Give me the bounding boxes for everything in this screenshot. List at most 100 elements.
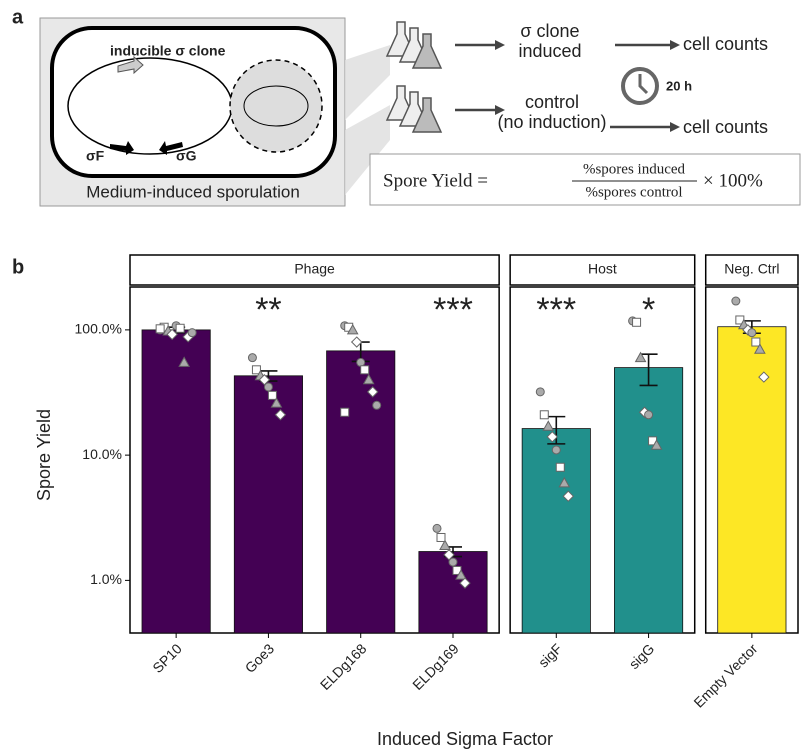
- replicate: [455, 569, 467, 580]
- significance: **: [255, 291, 281, 329]
- replicate: [634, 351, 647, 363]
- replicate: [372, 400, 382, 410]
- replicate: [747, 328, 757, 338]
- replicate: [362, 373, 375, 385]
- replicate: [546, 431, 558, 443]
- replicate: [175, 323, 185, 333]
- forespore-plasmid: [243, 85, 309, 127]
- formula-numerator: %spores induced: [583, 161, 686, 177]
- sigg-label: σG: [176, 148, 197, 164]
- replicate: [439, 539, 451, 550]
- significance: ***: [433, 291, 473, 329]
- strip: [509, 254, 696, 286]
- replicate: [258, 374, 271, 386]
- arrows: [455, 40, 680, 132]
- replicate: [758, 371, 770, 383]
- replicate: [274, 409, 287, 421]
- x-tick-label: SP10: [149, 640, 185, 676]
- bar: [141, 329, 211, 634]
- callout: [345, 105, 390, 195]
- time-label: 20 h: [666, 78, 692, 93]
- replicate: [558, 476, 571, 488]
- x-tick-label: Goe3: [242, 640, 278, 676]
- x-tick-label: sigG: [626, 640, 658, 672]
- strip: [704, 254, 799, 286]
- induced-text: induced: [518, 41, 581, 61]
- box-caption: Medium-induced sporulation: [86, 182, 300, 201]
- replicate: [562, 490, 574, 502]
- replicate: [346, 323, 359, 335]
- clone-label: inducible σ clone: [110, 43, 226, 59]
- replicate: [731, 296, 741, 306]
- replicate: [542, 420, 555, 431]
- counts-text: cell counts: [683, 117, 768, 137]
- clone-arrow: [117, 55, 144, 75]
- strip-label: Neg. Ctrl: [724, 261, 779, 277]
- replicate: [155, 324, 165, 334]
- replicate: [754, 343, 766, 354]
- counts-text: cell counts: [683, 34, 768, 54]
- x-tick-label: ELDg169: [409, 640, 462, 693]
- replicate: [360, 365, 370, 375]
- replicate: [247, 353, 257, 363]
- x-tick-label: ELDg168: [317, 640, 370, 693]
- formula: Spore Yield =: [383, 170, 488, 191]
- formula-box: [369, 153, 801, 206]
- replicate: [351, 336, 363, 348]
- replicate: [367, 386, 379, 398]
- bar: [717, 326, 787, 634]
- flasks-control: [385, 85, 443, 133]
- error-bar: [547, 415, 566, 445]
- bar: [233, 375, 303, 634]
- significance: *: [642, 291, 655, 329]
- error-bar: [639, 353, 658, 387]
- clock: [621, 67, 659, 105]
- clock-hands: [638, 74, 649, 95]
- replicate: [644, 410, 654, 420]
- control-text: control: [525, 92, 579, 112]
- replicate: [751, 337, 761, 347]
- panel-label: a: [12, 6, 24, 28]
- replicate: [632, 317, 642, 327]
- y-tick-label: 100.0%: [75, 321, 122, 337]
- replicate: [340, 407, 350, 417]
- x-axis-title: Induced Sigma Factor: [377, 729, 553, 749]
- replicate: [267, 390, 277, 400]
- formula-denominator: %spores control: [585, 184, 682, 200]
- y-tick-label: 1.0%: [90, 571, 122, 587]
- replicate: [270, 397, 283, 408]
- callout: [345, 45, 390, 120]
- replicate: [443, 549, 455, 561]
- replicate: [539, 410, 549, 420]
- sigf-arrow: [110, 141, 134, 155]
- replicate: [178, 356, 190, 367]
- replicate: [551, 445, 561, 455]
- y-tick-label: 10.0%: [82, 446, 122, 462]
- bar: [326, 350, 396, 634]
- bar: [521, 428, 591, 634]
- replicate: [448, 557, 458, 567]
- replicate: [356, 357, 366, 367]
- sigg-arrow: [159, 141, 183, 155]
- bar: [614, 367, 684, 634]
- replicate: [166, 328, 178, 341]
- significance: ***: [536, 291, 576, 329]
- strip-label: Host: [588, 261, 617, 277]
- sigf-label: σF: [86, 148, 105, 164]
- formula: × 100%: [703, 170, 763, 191]
- replicate: [535, 387, 545, 397]
- x-tick-label: Empty Vector: [690, 640, 760, 710]
- induced-text: σ clone: [520, 21, 579, 41]
- x-tick-label: sigF: [535, 640, 565, 670]
- replicate: [263, 382, 273, 392]
- control-text: (no induction): [497, 112, 606, 132]
- replicate: [650, 439, 663, 450]
- forespore: [229, 59, 323, 153]
- replicate: [187, 328, 197, 338]
- replicate: [459, 577, 471, 589]
- panel-label: b: [12, 256, 24, 278]
- replicate: [436, 532, 446, 542]
- replicate: [432, 523, 442, 533]
- flasks-induced: [385, 21, 443, 69]
